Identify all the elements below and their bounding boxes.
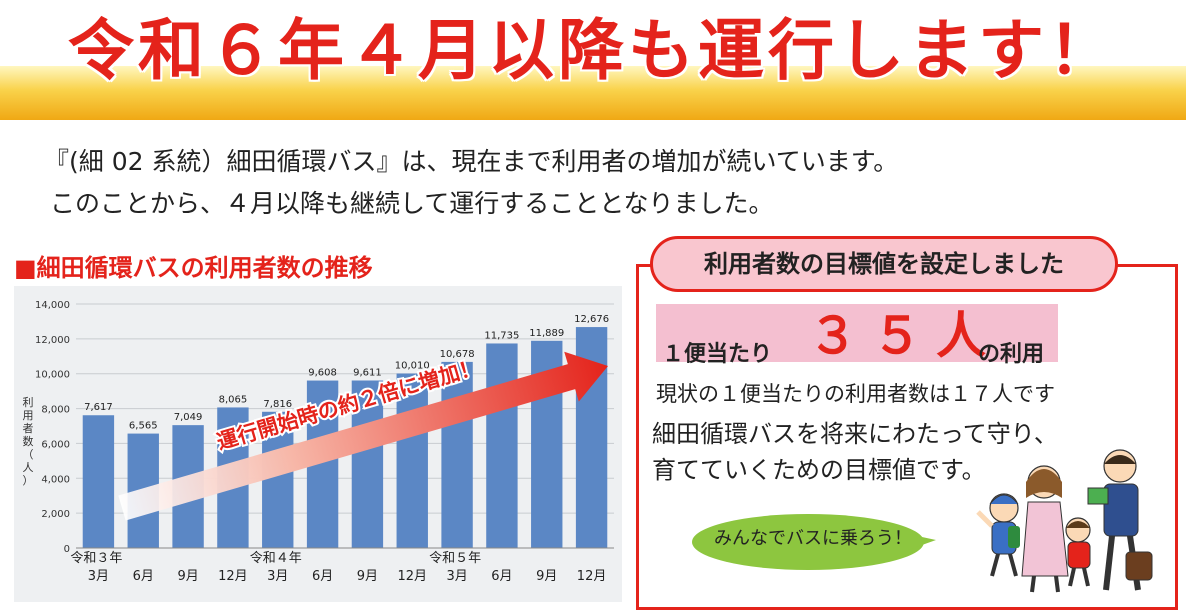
y-tick-label: 8,000 [41, 405, 70, 416]
target-title: 利用者数の目標値を設定しました [650, 236, 1118, 292]
bar-value-label: 7,816 [263, 399, 292, 410]
x-tick-label: 3月 [88, 569, 109, 584]
y-tick-label: 0 [64, 544, 70, 555]
speech-bubble [692, 514, 936, 570]
goal-line-1: 細田循環バスを将来にわたって守り、 [652, 420, 1058, 448]
y-axis-label: 数 [23, 435, 34, 448]
target-value: ３５人 [808, 307, 1000, 365]
x-tick-label: 9月 [536, 569, 557, 584]
ridership-chart: 7,617 6,565 7,049 8,065 7,816 9,608 9,611 10,01… [23, 300, 614, 584]
bar-value-label: 9,608 [308, 368, 337, 379]
x-tick-label: 12月 [218, 569, 248, 584]
bar-value-label: 11,889 [529, 328, 564, 339]
bar-value-label: 10,678 [440, 349, 475, 360]
chart-panel: 7,617 6,565 7,049 8,065 7,816 9,608 9,611 10,01… [14, 286, 622, 602]
bar-value-label: 11,735 [484, 330, 519, 341]
bar [396, 373, 428, 548]
bar [351, 380, 384, 548]
x-tick-label: 6月 [133, 569, 154, 584]
y-tick-label: 4,000 [41, 474, 70, 485]
year-label: 令和３年 [70, 551, 122, 566]
bar-value-label: 7,049 [174, 412, 203, 423]
headline: 令和６年４月以降も運行します！ [68, 12, 1118, 89]
year-label: 令和４年 [250, 551, 302, 566]
x-tick-label: 6月 [312, 569, 333, 584]
y-tick-label: 6,000 [41, 439, 70, 450]
family-illustration-icon [976, 449, 1153, 593]
bar-value-label: 6,565 [129, 421, 158, 432]
y-tick-label: 12,000 [35, 335, 70, 346]
per-trip-label: １便当たり [662, 342, 773, 367]
year-label: 令和５年 [429, 551, 481, 566]
chart-section-title: ■細田循環バスの利用者数の推移 [14, 254, 373, 282]
bar [82, 415, 115, 548]
headline-banner [0, 66, 1186, 120]
intro-line-1: 『(細 02 系統）細田循環バス』は、現在まで利用者の増加が続いています。 [44, 147, 899, 176]
y-axis-label: 人 [23, 461, 34, 474]
x-tick-label: 9月 [357, 569, 378, 584]
y-axis-label: ） [23, 474, 34, 487]
x-tick-label: 3月 [446, 569, 467, 584]
bar-value-label: 9,611 [353, 367, 382, 378]
bar [441, 361, 473, 548]
x-tick-label: 12月 [577, 569, 607, 584]
bar [262, 411, 294, 548]
target-band [656, 304, 1058, 362]
x-tick-label: 6月 [491, 569, 512, 584]
x-tick-label: 9月 [177, 569, 198, 584]
usage-label: の利用 [978, 342, 1045, 367]
goal-line-2: 育てていくための目標値です。 [652, 456, 986, 484]
intro-line-2: このことから、４月以降も継続して運行することとなりました。 [50, 189, 774, 218]
y-tick-label: 2,000 [41, 509, 70, 520]
growth-arrow [118, 351, 609, 521]
y-axis-label: （ [23, 448, 34, 461]
growth-arrow-shape [118, 351, 609, 521]
bar-value-label: 12,676 [574, 314, 609, 325]
y-axis-label: 用 [23, 409, 34, 422]
current-ridership-text: 現状の１便当たりの利用者数は１７人です [656, 382, 1055, 406]
y-tick-label: 10,000 [35, 370, 70, 381]
bar [486, 343, 518, 548]
x-tick-label: 3月 [267, 569, 288, 584]
speech-bubble-text: みんなでバスに乗ろう！ [714, 528, 912, 549]
bar-value-label: 7,617 [84, 402, 113, 413]
y-axis-label: 利 [23, 396, 34, 409]
bar-value-label: 10,010 [395, 361, 430, 372]
y-tick-label: 14,000 [35, 300, 70, 311]
bar-value-label: 8,065 [219, 394, 248, 405]
x-tick-label: 12月 [397, 569, 427, 584]
y-axis-label: 者 [23, 422, 34, 435]
